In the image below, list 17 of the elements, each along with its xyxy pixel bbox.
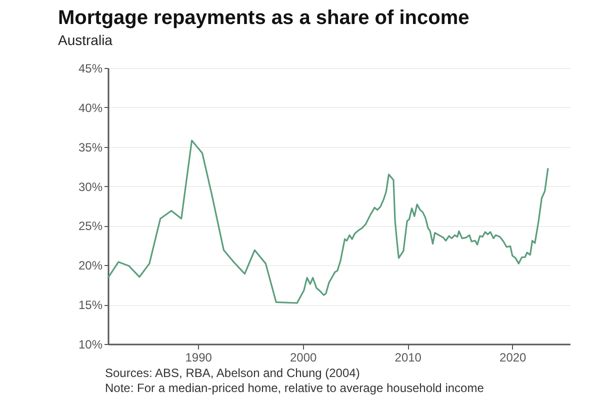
- x-tick-label: 1990: [185, 350, 212, 364]
- x-tick-label: 2020: [500, 350, 527, 364]
- line-series: [107, 140, 549, 304]
- text: Note: For a median-priced home, relative to average household income: [105, 381, 484, 395]
- y-tick-label: 40%: [78, 100, 103, 115]
- y-tick-label: 10%: [78, 338, 103, 352]
- y-tick-label: 45%: [78, 62, 103, 76]
- chart-subtitle: Australia: [58, 32, 113, 48]
- y-tick-label: 15%: [78, 298, 103, 312]
- x-tick-label: 2000: [290, 350, 318, 364]
- y-tick-label: 35%: [78, 140, 103, 154]
- x-tick-label: 2010: [394, 350, 422, 364]
- y-tick-label: 25%: [78, 219, 103, 234]
- y-tick-label: 20%: [78, 258, 103, 273]
- chart-title: Mortgage repayments as a share of income: [58, 7, 470, 29]
- y-tick-label: 30%: [78, 180, 103, 194]
- source-note: Sources: ABS, RBA, Abelson and Chung (2004): [105, 366, 360, 380]
